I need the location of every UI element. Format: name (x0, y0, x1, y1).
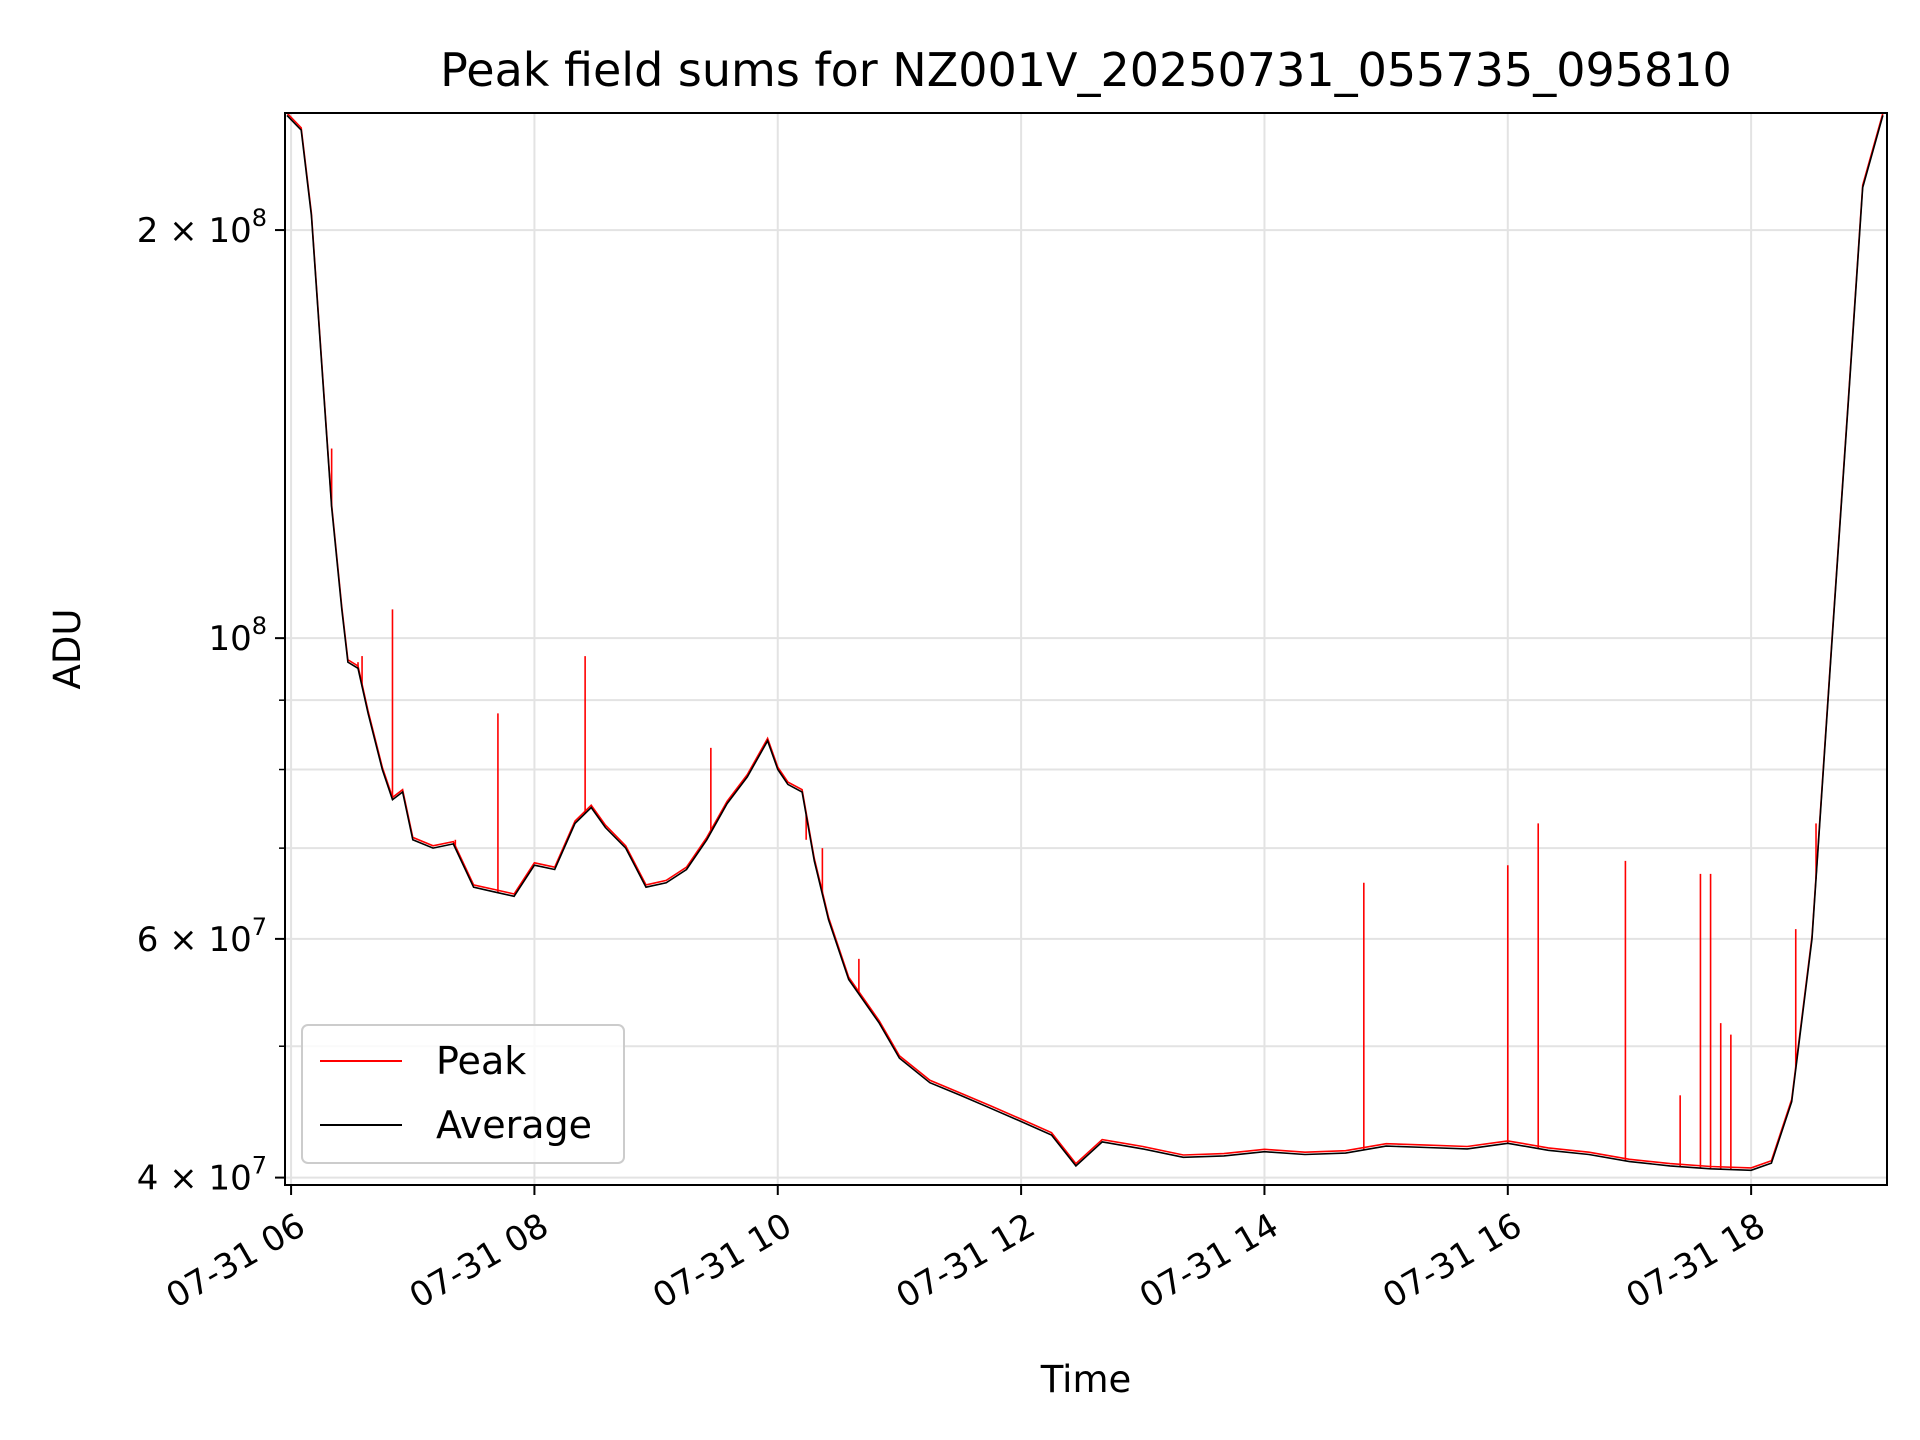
x-tick-label: 07-31 18 (1620, 1206, 1772, 1317)
y-axis-label: ADU (46, 609, 89, 690)
grid (285, 113, 1887, 1185)
y-tick-label: 108 (208, 612, 267, 659)
x-tick-label: 07-31 10 (646, 1206, 798, 1317)
x-tick-label: 07-31 12 (890, 1206, 1042, 1317)
x-tick-label: 07-31 08 (403, 1206, 555, 1317)
x-axis-label: Time (1040, 1358, 1132, 1401)
y-tick-label: 2 × 108 (137, 204, 267, 251)
legend: Peak Average (301, 1024, 625, 1164)
plot-frame (284, 112, 1888, 1186)
chart-title: Peak field sums for NZ001V_20250731_0557… (440, 43, 1732, 97)
legend-label: Average (436, 1103, 592, 1147)
x-tick-label: 07-31 06 (160, 1206, 312, 1317)
legend-label: Peak (436, 1039, 526, 1083)
plot-lines (286, 112, 1884, 1172)
legend-box (301, 1024, 625, 1164)
y-tick-label: 6 × 107 (137, 913, 267, 960)
peak-series-line (286, 112, 1884, 1169)
average-series-line (286, 114, 1884, 1172)
x-tick-label: 07-31 14 (1133, 1206, 1285, 1317)
x-tick-label: 07-31 16 (1376, 1206, 1528, 1317)
y-tick-label: 4 × 107 (137, 1152, 267, 1199)
